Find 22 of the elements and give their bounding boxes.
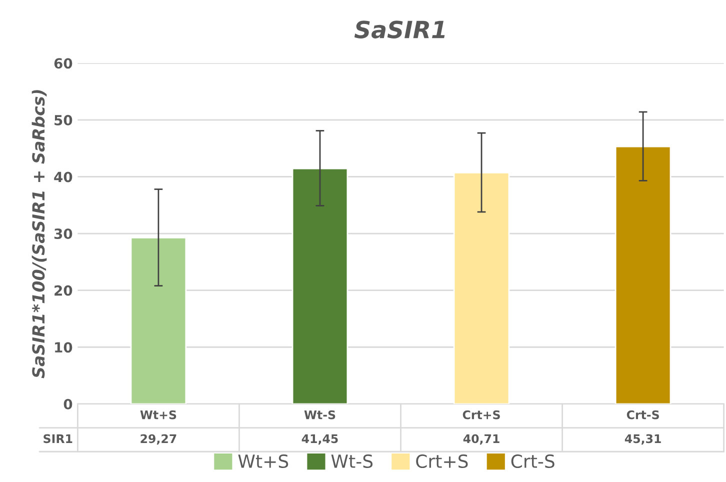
y-tick-label: 40	[54, 172, 72, 182]
data-label: 41,45	[302, 434, 338, 445]
category-label: Crt-S	[511, 454, 554, 468]
y-tick-label: 20	[54, 285, 72, 296]
y-tick-label: 60	[54, 58, 72, 69]
category-label: Wt-S	[331, 454, 373, 468]
y-tick-label: 50	[54, 114, 72, 126]
y-tick-label: 30	[54, 228, 72, 240]
x-tick-label: Wt-S	[304, 410, 336, 420]
y-tick-label: 10	[55, 342, 72, 353]
data-label: 29,27	[140, 434, 176, 445]
y-tick-label: 0	[64, 398, 72, 410]
category-label: Wt+S	[238, 454, 288, 468]
category-label: Crt+S	[416, 454, 468, 468]
text: SIR1	[44, 434, 72, 444]
x-tick-label: Crt-S	[626, 410, 659, 420]
x-tick-label: Wt+S	[140, 410, 176, 420]
data-label: 45,31	[624, 434, 661, 445]
y-axis-title: SaSIR1*100/(SaSIR1 + SaRbcs)	[32, 90, 47, 378]
data-label: 40,71	[463, 434, 500, 445]
chart-title: SaSIR1	[354, 20, 445, 38]
x-tick-label: Crt+S	[462, 410, 500, 420]
